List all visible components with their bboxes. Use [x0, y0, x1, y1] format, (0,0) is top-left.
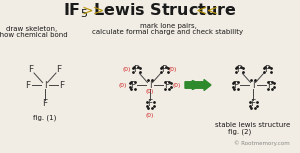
Text: fig. (2): fig. (2) — [228, 129, 252, 135]
Text: <<: << — [195, 4, 219, 18]
Text: F: F — [236, 65, 242, 75]
Text: (0): (0) — [146, 90, 154, 95]
Text: F: F — [264, 65, 270, 75]
Text: (0): (0) — [169, 67, 177, 73]
Text: draw skeleton,: draw skeleton, — [6, 26, 58, 32]
Text: F: F — [42, 99, 48, 108]
Text: (0): (0) — [146, 114, 154, 119]
Text: fig. (1): fig. (1) — [33, 115, 57, 121]
Text: mark lone pairs,: mark lone pairs, — [140, 23, 196, 29]
Text: © Rootmemory.com: © Rootmemory.com — [234, 140, 290, 146]
Text: (0): (0) — [123, 67, 131, 73]
Text: F: F — [130, 80, 136, 90]
Text: I: I — [252, 80, 254, 90]
Text: F: F — [233, 80, 238, 90]
Text: F: F — [250, 99, 256, 108]
Text: F: F — [161, 65, 166, 75]
Text: F: F — [134, 65, 139, 75]
Text: F: F — [267, 80, 273, 90]
Text: F: F — [164, 80, 169, 90]
Text: show chemical bond: show chemical bond — [0, 32, 68, 38]
Text: F: F — [59, 80, 64, 90]
Text: (0): (0) — [173, 82, 181, 88]
Text: IF$_5$ Lewis Structure: IF$_5$ Lewis Structure — [63, 2, 237, 20]
Text: F: F — [147, 99, 153, 108]
Text: I: I — [44, 80, 46, 90]
Text: (0): (0) — [119, 82, 127, 88]
Text: I: I — [149, 80, 151, 90]
Text: >>: >> — [81, 4, 105, 18]
Text: F: F — [56, 65, 61, 75]
Text: F: F — [28, 65, 34, 75]
Text: calculate formal charge and check stability: calculate formal charge and check stabil… — [92, 29, 244, 35]
Text: stable lewis structure: stable lewis structure — [215, 122, 291, 128]
Text: F: F — [26, 80, 31, 90]
FancyArrow shape — [185, 80, 211, 91]
